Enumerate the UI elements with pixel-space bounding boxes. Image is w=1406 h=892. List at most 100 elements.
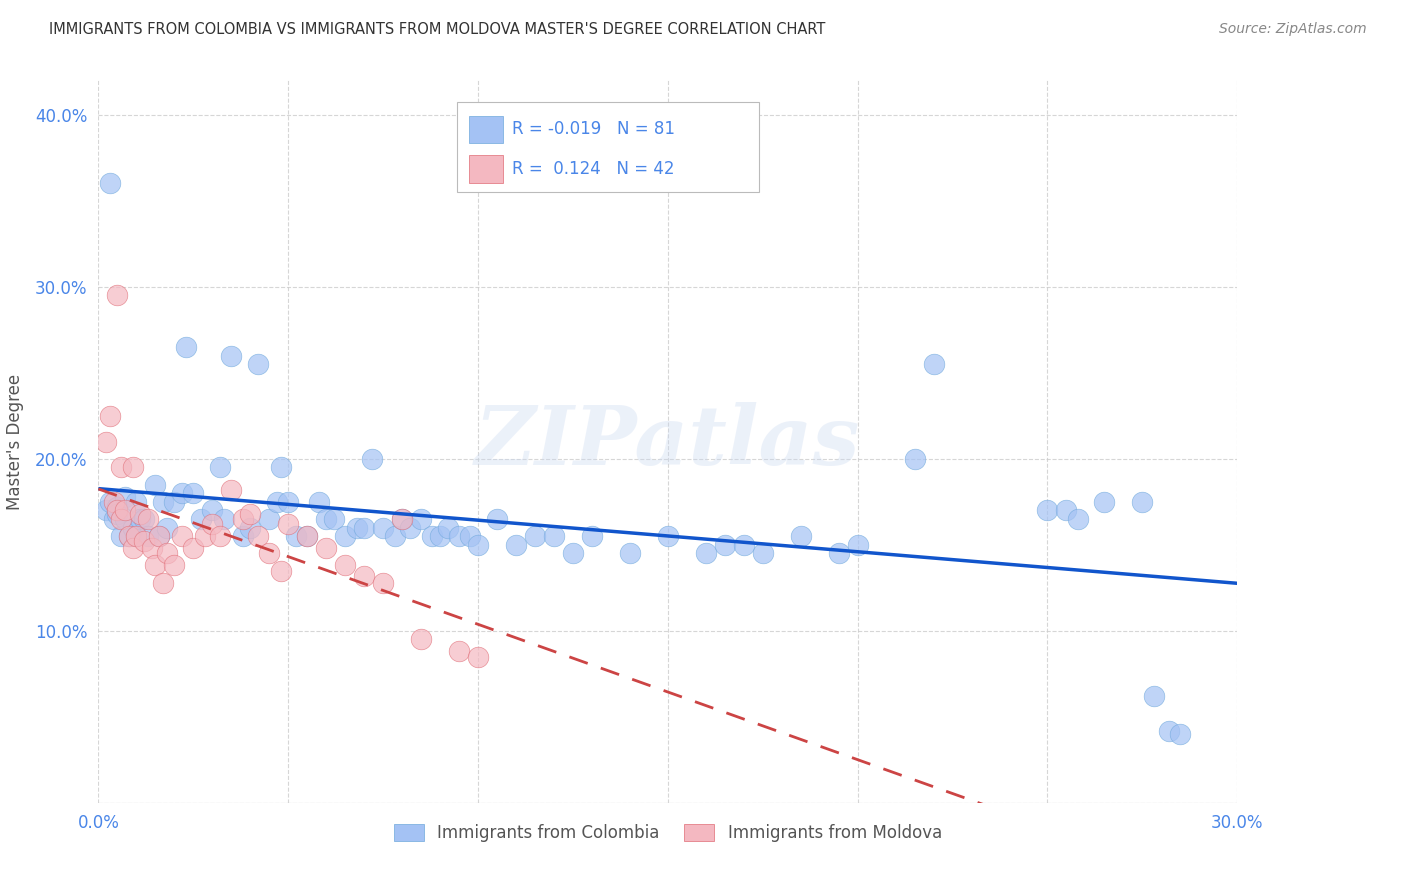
Point [110,512,132,526]
Point [266,494,288,508]
Point [543,529,565,543]
Point [1170,727,1192,741]
Point [148,529,170,543]
FancyBboxPatch shape [457,102,759,193]
Point [110,529,132,543]
Point [429,529,451,543]
Point [1143,689,1166,703]
Point [163,558,186,573]
Y-axis label: Master's Degree: Master's Degree [6,374,24,509]
Point [1132,494,1154,508]
Point [129,512,152,526]
Point [322,512,344,526]
Point [922,357,945,371]
Bar [468,116,503,143]
Point [284,529,307,543]
Point [98,494,121,508]
Point [125,529,148,543]
Point [391,512,413,526]
Point [449,529,471,543]
Point [232,512,254,526]
Point [315,512,337,526]
Point [259,512,281,526]
Point [136,529,159,543]
Point [270,564,292,578]
Point [562,546,585,560]
Point [360,451,382,466]
Text: IMMIGRANTS FROM COLOMBIA VS IMMIGRANTS FROM MOLDOVA MASTER'S DEGREE CORRELATION : IMMIGRANTS FROM COLOMBIA VS IMMIGRANTS F… [49,22,825,37]
Point [449,644,471,658]
Point [411,512,433,526]
Point [1157,723,1180,738]
Text: R =  0.124   N = 42: R = 0.124 N = 42 [512,161,675,178]
Point [103,512,125,526]
Point [904,451,927,466]
Point [297,529,319,543]
Point [94,503,117,517]
Text: ZIPatlas: ZIPatlas [475,401,860,482]
Point [132,534,155,549]
Point [828,546,851,560]
Point [183,486,205,500]
Point [467,538,489,552]
Point [190,512,212,526]
Point [208,460,231,475]
Text: Source: ZipAtlas.com: Source: ZipAtlas.com [1219,22,1367,37]
Point [107,503,129,517]
Point [121,541,143,556]
Point [201,517,224,532]
Point [246,529,269,543]
Point [107,288,129,302]
Point [183,541,205,556]
Point [371,520,394,534]
Point [114,512,136,526]
Point [232,529,254,543]
Text: R = -0.019   N = 81: R = -0.019 N = 81 [512,120,675,138]
Point [315,541,337,556]
Point [208,529,231,543]
Point [201,503,224,517]
Point [1067,512,1090,526]
Point [486,512,509,526]
Point [156,546,179,560]
Point [695,546,717,560]
Point [118,529,141,543]
Point [335,529,357,543]
Point [114,490,136,504]
Point [846,538,869,552]
Point [270,460,292,475]
Point [221,349,243,363]
Point [346,520,368,534]
Point [163,494,186,508]
Point [98,177,121,191]
Point [335,558,357,573]
Point [460,529,482,543]
Point [353,520,375,534]
Point [194,529,217,543]
Point [145,477,167,491]
Point [114,503,136,517]
Point [121,520,143,534]
Point [212,512,235,526]
Point [505,538,527,552]
Point [308,494,330,508]
Point [1056,503,1078,517]
Point [103,494,125,508]
Point [94,434,117,449]
Point [136,512,159,526]
Point [371,575,394,590]
Point [170,486,193,500]
Point [277,494,299,508]
Point [239,507,262,521]
Bar [468,155,503,183]
Point [145,558,167,573]
Point [422,529,444,543]
Point [246,357,269,371]
Point [125,494,148,508]
Point [118,529,141,543]
Point [581,529,603,543]
Point [733,538,755,552]
Point [221,483,243,497]
Point [107,500,129,514]
Point [110,460,132,475]
